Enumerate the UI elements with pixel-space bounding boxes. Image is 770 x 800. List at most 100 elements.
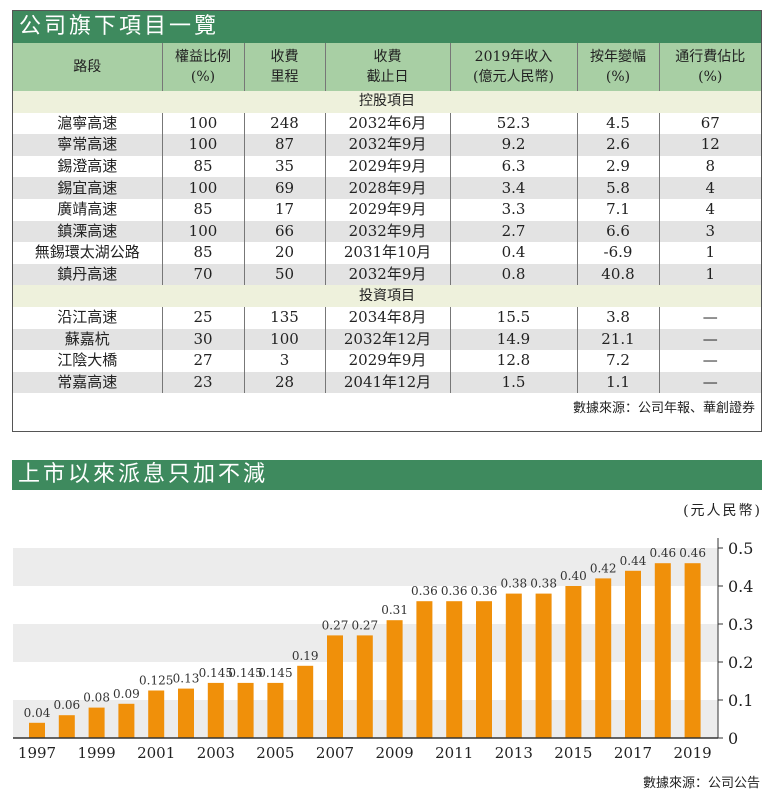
table-cell: 66 bbox=[243, 220, 325, 243]
x-tick-label: 2007 bbox=[316, 744, 354, 762]
table-row: 錫宜高速 100 69 2028年9月 3.4 5.8 4 bbox=[13, 177, 761, 199]
data-label: 0.31 bbox=[381, 603, 408, 617]
table-cell: 135 bbox=[243, 306, 325, 329]
x-tick-label: 2017 bbox=[614, 744, 652, 762]
table-cell: 2032年9月 bbox=[324, 220, 450, 243]
table-cell: 錫澄高速 bbox=[57, 157, 118, 176]
table-cell: 2028年9月 bbox=[324, 177, 450, 199]
header-line: (%) bbox=[605, 69, 631, 85]
header-line: (%) bbox=[698, 69, 723, 85]
header-line: 通行費佔比 bbox=[675, 49, 746, 65]
table-cell: 2041年12月 bbox=[324, 371, 450, 394]
y-tick-label: 0.2 bbox=[728, 653, 753, 672]
section-label: 投資項目 bbox=[13, 285, 761, 307]
table-cell: 27 bbox=[161, 350, 244, 372]
table-cell: 20 bbox=[243, 242, 325, 264]
data-label: 0.38 bbox=[530, 577, 557, 591]
data-label: 0.145 bbox=[258, 666, 292, 680]
table-cell: 14.9 bbox=[449, 328, 577, 351]
table-cell: 1 bbox=[658, 263, 761, 286]
column-header: 按年變幅 (%) bbox=[576, 43, 659, 91]
table-row: 鎮溧高速 100 66 2032年9月 2.7 6.6 3 bbox=[13, 220, 761, 243]
table-cell: 蘇嘉杭 bbox=[13, 328, 162, 351]
header-line: 2019年收入 bbox=[474, 49, 553, 65]
x-tick-label: 2001 bbox=[137, 744, 175, 762]
table-row: 無錫環太湖公路 85 20 2031年10月 0.4 -6.9 1 bbox=[13, 242, 761, 264]
table-cell: 23 bbox=[161, 371, 244, 394]
table-cell: 17 bbox=[243, 198, 325, 221]
table-cell: 4 bbox=[658, 198, 761, 221]
data-label: 0.06 bbox=[53, 698, 80, 712]
table-cell: 江陰大橋 bbox=[57, 351, 118, 370]
table-row: 廣靖高速 85 17 2029年9月 3.3 7.1 4 bbox=[13, 198, 761, 221]
header-line: 里程 bbox=[270, 69, 299, 85]
section-label: 控股項目 bbox=[13, 91, 761, 113]
table-cell: 28 bbox=[243, 371, 325, 394]
header-line: (%) bbox=[190, 69, 216, 85]
data-label: 0.40 bbox=[560, 569, 587, 583]
bar bbox=[386, 620, 403, 738]
bar bbox=[625, 570, 641, 738]
table-cell: 3 bbox=[243, 350, 325, 372]
table-cell: 100 bbox=[161, 134, 244, 156]
x-tick-label: 1997 bbox=[18, 744, 56, 762]
bar bbox=[505, 593, 522, 738]
table-cell: 2032年9月 bbox=[324, 263, 450, 286]
header-line: 路段 bbox=[73, 59, 102, 75]
table-cell: 3.4 bbox=[449, 177, 577, 199]
table-row: 常嘉高速 23 28 2041年12月 1.5 1.1— bbox=[13, 371, 761, 394]
table-cell: — bbox=[658, 350, 761, 372]
table-cell: 2029年9月 bbox=[324, 350, 450, 372]
table-row: 鎮丹高速 70 50 2032年9月 0.8 40.8 1 bbox=[13, 263, 761, 286]
table-cell: 3 bbox=[658, 220, 761, 243]
table-row: 錫澄高速 85 35 2029年9月 6.3 2.9 8 bbox=[13, 155, 761, 178]
bar bbox=[207, 682, 224, 738]
holdings-table: 路段 權益比例 (%) 收費 里程 收費 截止日 2019年收入 (億元人民幣) 按年變幅 (%) 通… bbox=[13, 43, 761, 394]
table-cell: 2031年10月 bbox=[324, 242, 450, 264]
data-label: 0.42 bbox=[590, 561, 617, 575]
table-cell: 15.5 bbox=[449, 306, 577, 329]
table-cell: 3.8 bbox=[576, 306, 659, 329]
chart-title: 上市以來派息只加不減 bbox=[12, 460, 762, 490]
data-label: 0.36 bbox=[441, 584, 468, 598]
table-cell: 100 bbox=[243, 328, 325, 351]
header-line: 權益比例 bbox=[175, 49, 231, 65]
table-cell: 鎮丹高速 bbox=[13, 263, 162, 286]
table-cell: 2029年9月 bbox=[324, 198, 450, 221]
x-tick-label: 1999 bbox=[78, 744, 116, 762]
table-cell: 1.5 bbox=[449, 371, 577, 394]
table-cell: 3.3 bbox=[449, 198, 577, 221]
table-cell: 4 bbox=[658, 177, 761, 199]
header-line: 收費 bbox=[270, 49, 299, 65]
data-label: 0.08 bbox=[83, 691, 110, 705]
table-cell: 6.3 bbox=[449, 155, 577, 178]
table-cell: 8 bbox=[658, 155, 761, 178]
bar bbox=[148, 690, 165, 738]
table-cell: 40.8 bbox=[576, 263, 659, 286]
y-tick-label: 0.4 bbox=[728, 577, 753, 596]
y-axis-unit: (元人民幣) bbox=[683, 503, 762, 519]
data-label: 0.125 bbox=[139, 674, 173, 688]
table-cell: 滬寧高速 bbox=[57, 113, 118, 132]
header-line: 截止日 bbox=[366, 69, 409, 85]
table-cell: 7.1 bbox=[576, 198, 659, 221]
bar bbox=[654, 563, 671, 738]
table-cell: 6.6 bbox=[576, 220, 659, 243]
data-label: 0.04 bbox=[24, 706, 51, 720]
dividend-bar-chart: 0.040.060.08 0.090.125 0.13 0.1450.1450.145… bbox=[13, 538, 753, 762]
column-header: 權益比例 (%) bbox=[161, 43, 244, 91]
table-cell: 7.2 bbox=[576, 350, 659, 372]
table-cell: 錫宜高速 bbox=[13, 177, 162, 199]
data-label: 0.145 bbox=[199, 666, 233, 680]
table-row: 江陰大橋 27 3 2029年9月 12.8 7.2— bbox=[13, 350, 761, 372]
column-header: 通行費佔比 (%) bbox=[658, 43, 761, 91]
data-label: 0.19 bbox=[292, 649, 319, 663]
bar bbox=[684, 563, 701, 738]
header-line: (億元人民幣) bbox=[473, 69, 554, 85]
data-label: 0.44 bbox=[620, 554, 647, 568]
table-row: 寧常高速 100 87 2032年9月 9.2 2.6 12 bbox=[13, 134, 761, 156]
data-label: 0.145 bbox=[228, 666, 262, 680]
data-label: 0.36 bbox=[411, 584, 438, 598]
column-header: 路段 bbox=[13, 43, 162, 91]
table-cell: 2034年8月 bbox=[324, 306, 450, 329]
